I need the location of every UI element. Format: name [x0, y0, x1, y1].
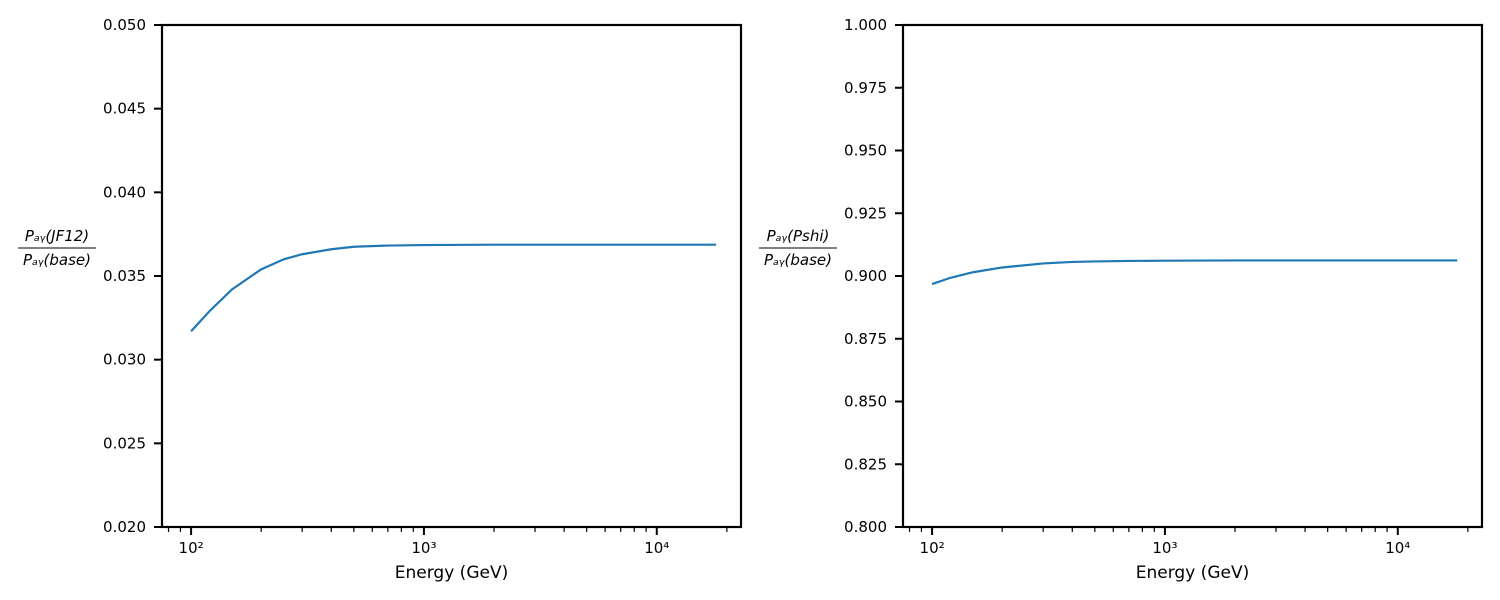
y-tick-label: 0.045 [103, 100, 146, 118]
y-axis-label: Pₐᵧ(JF12) Pₐᵧ(base) [18, 227, 96, 269]
y-axis-label-denominator: Pₐᵧ(base) [764, 251, 832, 269]
y-tick-label: 0.825 [844, 455, 887, 473]
y-tick-label: 0.050 [103, 16, 146, 34]
y-tick-label: 0.900 [844, 267, 887, 285]
y-axis-label-numerator: Pₐᵧ(Pshi) [767, 227, 830, 245]
y-tick-label: 0.020 [103, 518, 146, 536]
plot-frame [160, 23, 743, 529]
y-tick-label: 0.975 [844, 79, 887, 97]
y-tick-label: 0.025 [103, 434, 146, 452]
series-line-pshi [931, 259, 1458, 286]
y-tick-label: 0.850 [844, 393, 887, 411]
plot-frame [901, 23, 1484, 529]
ticks-layer: 0.020 0.025 0.030 0.035 0.040 0.045 0.050 10² 10… [103, 16, 728, 557]
x-axis-label: Energy (GeV) [1136, 563, 1249, 583]
chart-left: 0.020 0.025 0.030 0.035 0.040 0.045 0.050 10² 10… [18, 16, 743, 583]
y-tick-label: 0.035 [103, 267, 146, 285]
x-tick-label: 10⁴ [1385, 539, 1410, 557]
x-axis-label: Energy (GeV) [395, 563, 508, 583]
y-tick-label: 0.875 [844, 330, 887, 348]
series-line-jf12 [190, 243, 717, 332]
y-tick-label: 0.800 [844, 518, 887, 536]
y-tick-label: 1.000 [844, 16, 887, 34]
x-tick-label: 10² [179, 539, 204, 557]
x-tick-label: 10³ [411, 539, 436, 557]
x-tick-label: 10² [920, 539, 945, 557]
ticks-layer: 0.800 0.825 0.850 0.875 0.900 0.925 0.950 0.975… [844, 16, 1469, 557]
y-tick-label: 0.950 [844, 142, 887, 160]
y-axis-label-denominator: Pₐᵧ(base) [23, 251, 91, 269]
y-tick-label: 0.040 [103, 183, 146, 201]
chart-right: 0.800 0.825 0.850 0.875 0.900 0.925 0.950 0.975… [759, 16, 1484, 583]
y-axis-label: Pₐᵧ(Pshi) Pₐᵧ(base) [759, 227, 837, 269]
y-tick-label: 0.030 [103, 351, 146, 369]
x-tick-label: 10³ [1152, 539, 1177, 557]
y-tick-label: 0.925 [844, 204, 887, 222]
x-tick-label: 10⁴ [644, 539, 669, 557]
y-axis-label-numerator: Pₐᵧ(JF12) [25, 227, 89, 245]
